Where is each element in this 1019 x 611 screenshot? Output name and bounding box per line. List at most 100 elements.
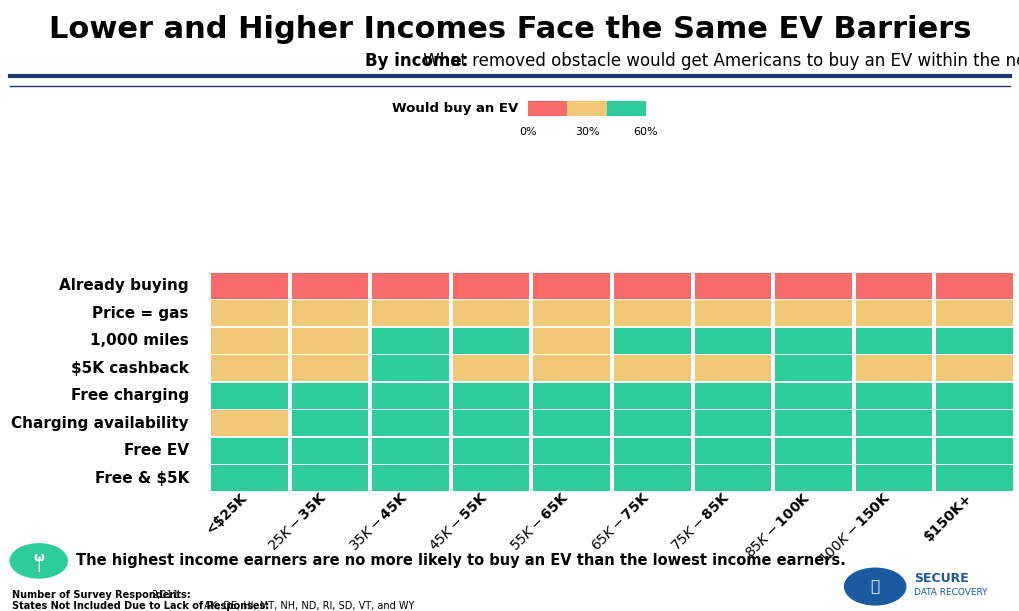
Text: $45K-$55K: $45K-$55K	[427, 490, 491, 554]
Bar	[291, 465, 368, 491]
Bar	[694, 410, 770, 436]
Text: $55K-$65K: $55K-$65K	[507, 490, 572, 554]
Bar	[935, 410, 1012, 436]
Bar	[452, 437, 529, 464]
Text: States Not Included Due to Lack of Responses:: States Not Included Due to Lack of Respo…	[12, 601, 269, 611]
Bar	[694, 273, 770, 299]
Bar	[855, 273, 931, 299]
Bar	[291, 382, 368, 409]
Bar	[613, 382, 690, 409]
Bar	[855, 300, 931, 326]
Text: $150K+: $150K+	[920, 490, 974, 543]
Bar	[452, 273, 529, 299]
Bar	[533, 410, 609, 436]
Text: $100K-$150K: $100K-$150K	[816, 490, 894, 567]
Bar	[613, 327, 690, 354]
Bar	[774, 465, 851, 491]
Bar	[935, 465, 1012, 491]
Bar	[935, 327, 1012, 354]
Text: What removed obstacle would get Americans to buy an EV within the next year?: What removed obstacle would get American…	[418, 52, 1019, 70]
Bar	[533, 300, 609, 326]
Text: Price = gas: Price = gas	[93, 306, 189, 321]
Text: <$25K: <$25K	[203, 490, 250, 536]
Bar	[855, 327, 931, 354]
Text: Free EV: Free EV	[124, 443, 189, 458]
Text: 60%: 60%	[633, 127, 657, 137]
Bar	[935, 273, 1012, 299]
Bar	[372, 382, 448, 409]
Bar	[613, 273, 690, 299]
Bar	[452, 465, 529, 491]
Bar	[694, 382, 770, 409]
Bar	[774, 355, 851, 381]
Bar	[211, 355, 287, 381]
Bar	[694, 437, 770, 464]
Bar	[211, 273, 287, 299]
Text: By income:: By income:	[365, 52, 468, 70]
Bar	[613, 410, 690, 436]
Text: $65K-$75K: $65K-$75K	[588, 490, 652, 554]
Bar	[533, 382, 609, 409]
Bar	[211, 465, 287, 491]
Text: Already buying: Already buying	[59, 278, 189, 293]
Text: Free charging: Free charging	[70, 388, 189, 403]
Bar	[613, 355, 690, 381]
Text: 1,000 miles: 1,000 miles	[90, 333, 189, 348]
Bar	[694, 327, 770, 354]
Text: 2,011: 2,011	[151, 590, 178, 600]
Text: |: |	[37, 559, 41, 573]
Bar	[613, 465, 690, 491]
Bar	[372, 273, 448, 299]
Text: 🔒: 🔒	[870, 579, 878, 594]
Bar	[855, 410, 931, 436]
Bar	[855, 465, 931, 491]
Bar	[774, 300, 851, 326]
Bar	[774, 410, 851, 436]
Text: $75K-$85K: $75K-$85K	[668, 490, 732, 554]
Bar	[855, 355, 931, 381]
Text: Charging availability: Charging availability	[11, 415, 189, 431]
Bar	[935, 355, 1012, 381]
Bar	[774, 437, 851, 464]
Bar	[372, 437, 448, 464]
Bar	[855, 382, 931, 409]
Bar	[291, 273, 368, 299]
Bar	[291, 355, 368, 381]
Bar	[211, 410, 287, 436]
Bar	[774, 382, 851, 409]
Text: Free & $5K: Free & $5K	[95, 470, 189, 486]
Bar	[613, 437, 690, 464]
Bar	[291, 437, 368, 464]
Bar	[774, 327, 851, 354]
Text: $35K-$45K: $35K-$45K	[346, 490, 410, 554]
Text: Would buy an EV: Would buy an EV	[391, 102, 518, 115]
Text: 0%: 0%	[519, 127, 537, 137]
Bar	[372, 300, 448, 326]
Bar	[291, 300, 368, 326]
Text: Lower and Higher Incomes Face the Same EV Barriers: Lower and Higher Incomes Face the Same E…	[49, 15, 970, 44]
Bar	[372, 410, 448, 436]
Text: $85K-$100K: $85K-$100K	[742, 490, 813, 561]
Bar	[935, 300, 1012, 326]
Bar	[774, 273, 851, 299]
Bar	[211, 382, 287, 409]
Bar	[291, 327, 368, 354]
Bar	[211, 300, 287, 326]
Text: SECURE: SECURE	[913, 571, 968, 585]
Bar	[694, 300, 770, 326]
Bar	[533, 465, 609, 491]
Bar	[533, 437, 609, 464]
Bar	[533, 273, 609, 299]
Text: 30%: 30%	[574, 127, 599, 137]
Text: The highest income earners are no more likely to buy an EV than the lowest incom: The highest income earners are no more l…	[76, 554, 846, 568]
Bar	[935, 437, 1012, 464]
Bar	[935, 382, 1012, 409]
Bar	[855, 437, 931, 464]
Text: $25K-$35K: $25K-$35K	[266, 490, 330, 554]
Bar	[372, 465, 448, 491]
Text: Number of Survey Respondents:: Number of Survey Respondents:	[12, 590, 191, 600]
Bar	[452, 300, 529, 326]
Bar	[372, 355, 448, 381]
Bar	[452, 382, 529, 409]
Bar	[613, 300, 690, 326]
